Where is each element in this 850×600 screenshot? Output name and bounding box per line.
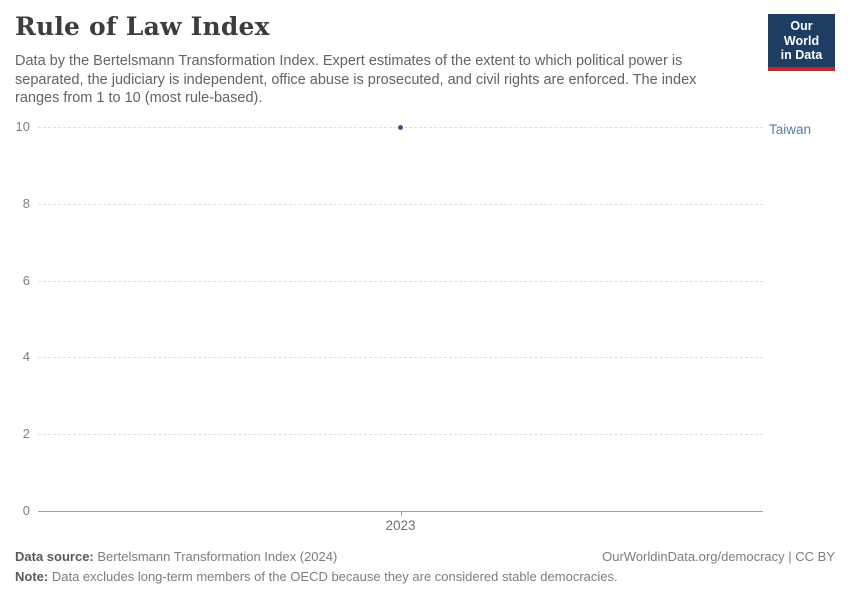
y-tick-label: 0	[22, 503, 30, 518]
gridline	[38, 434, 763, 436]
y-tick-label: 10	[15, 119, 30, 134]
y-tick-label: 4	[22, 349, 30, 365]
owid-logo-line2: in Data	[780, 48, 823, 62]
gridline	[38, 280, 763, 282]
data-source: Data source: Bertelsmann Transformation …	[15, 549, 337, 564]
data-point[interactable]	[398, 124, 403, 130]
data-source-label: Data source:	[15, 549, 94, 564]
page-title: Rule of Law Index	[15, 12, 270, 41]
x-tick-label: 2023	[385, 518, 416, 533]
footnote: Note: Data excludes long-term members of…	[15, 569, 618, 584]
gridline	[38, 203, 763, 205]
attribution: OurWorldinData.org/democracy | CC BY	[602, 549, 835, 564]
owid-logo-line1: Our World	[783, 19, 820, 48]
data-source-value: Bertelsmann Transformation Index (2024)	[97, 549, 338, 564]
gridline	[38, 357, 763, 359]
owid-logo[interactable]: Our World in Data	[768, 14, 835, 71]
y-tick-label: 8	[22, 195, 30, 211]
footer-note-row: Note: Data excludes long-term members of…	[15, 569, 835, 584]
y-tick-label: 6	[22, 272, 30, 288]
footnote-label: Note:	[15, 569, 49, 584]
footer-source-row: Data source: Bertelsmann Transformation …	[15, 549, 835, 564]
footnote-value: Data excludes long-term members of the O…	[51, 569, 618, 584]
chart-subtitle: Data by the Bertelsmann Transformation I…	[15, 53, 697, 106]
entity-label[interactable]: Taiwan	[769, 122, 812, 137]
x-tick-mark	[400, 511, 402, 516]
y-tick-label: 2	[22, 426, 30, 442]
